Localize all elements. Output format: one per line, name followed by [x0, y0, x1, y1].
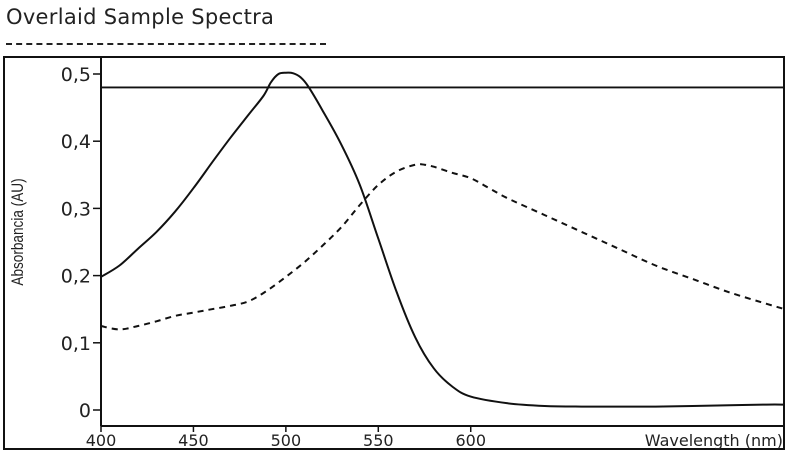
y-tick-label: 0,1	[61, 333, 91, 355]
y-tick-label: 0,5	[61, 64, 91, 86]
chart-frame	[3, 56, 785, 450]
y-tick-label: 0,3	[61, 198, 91, 220]
y-tick-label: 0,2	[61, 266, 91, 288]
x-tick-label: 550	[363, 431, 394, 450]
title-underline	[6, 43, 326, 45]
ticks-group: 0 0,1 0,2 0,3 0,4 0,5 400 450 500 550 600	[61, 64, 486, 450]
series-line-2	[100, 163, 786, 331]
series-group	[100, 71, 786, 408]
y-axis-label: Absorbancia (AU)	[9, 178, 28, 285]
x-tick-label: 400	[86, 431, 117, 450]
chart-title: Overlaid Sample Spectra	[6, 5, 275, 29]
x-axis-label: Wavelength (nm)	[645, 431, 783, 450]
y-tick-label: 0,4	[61, 131, 91, 153]
x-tick-label: 500	[271, 431, 302, 450]
labels-group: Wavelength (nm) Absorbancia (AU)	[9, 178, 783, 450]
x-tick-label: 600	[455, 431, 486, 450]
axes-group	[100, 58, 785, 427]
x-tick-label: 450	[178, 431, 209, 450]
series-line-1	[100, 71, 786, 408]
y-tick-label: 0	[79, 400, 91, 422]
